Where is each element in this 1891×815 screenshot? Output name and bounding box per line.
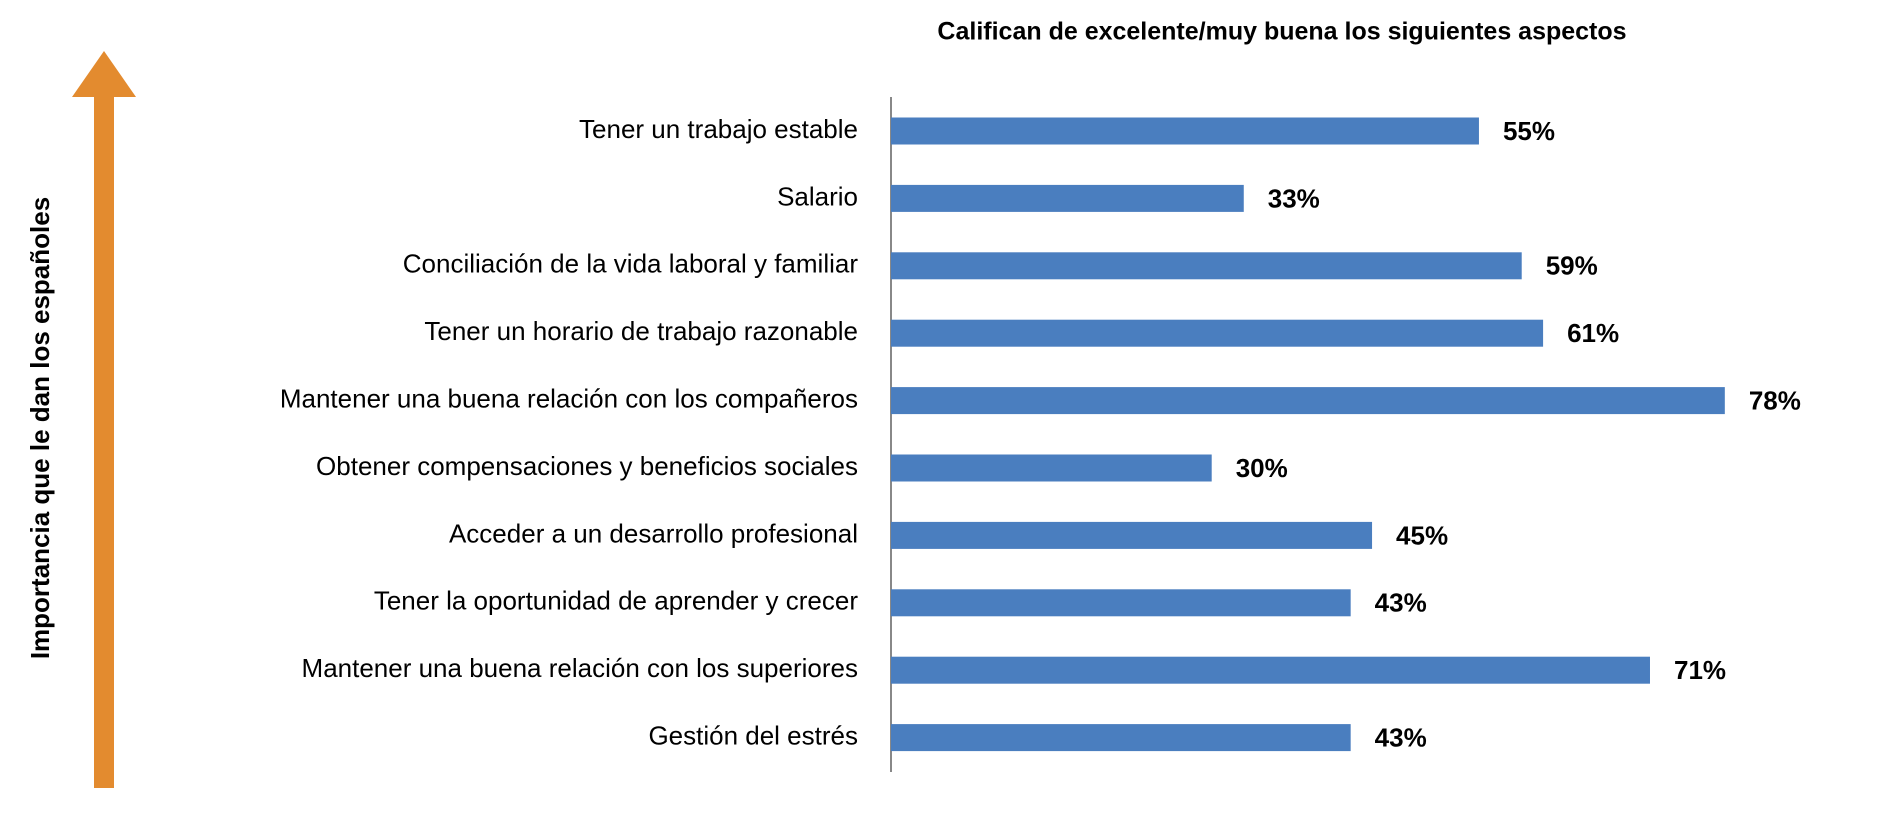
bar [891,656,1650,684]
importance-arrow [72,51,136,788]
bar [891,117,1479,145]
value-label: 45% [1396,520,1448,550]
bar [891,252,1522,280]
category-label: Salario [777,181,858,211]
value-label: 43% [1375,588,1427,618]
bar [891,724,1351,752]
category-label: Conciliación de la vida laboral y famili… [403,249,859,279]
value-label: 43% [1375,722,1427,752]
value-label: 30% [1236,453,1288,483]
bar [891,387,1725,415]
bar [891,319,1544,347]
category-label: Tener la oportunidad de aprender y crece… [374,586,859,616]
bar [891,521,1373,549]
chart-title: Califican de excelente/muy buena los sig… [937,18,1626,46]
value-label: 55% [1503,116,1555,146]
category-label: Gestión del estrés [648,720,858,750]
category-label: Acceder a un desarrollo profesional [449,518,858,548]
bar [891,454,1212,482]
category-label: Obtener compensaciones y beneficios soci… [316,451,858,481]
value-label: 61% [1567,318,1619,348]
value-label: 59% [1546,251,1598,281]
value-label: 33% [1268,183,1320,213]
value-label: 78% [1749,385,1801,415]
category-label: Tener un trabajo estable [579,114,858,144]
category-label: Tener un horario de trabajo razonable [424,316,858,346]
y-axis-label: Importancia que le dan los españoles [25,197,55,659]
bar [891,589,1351,617]
value-label: 71% [1674,655,1726,685]
category-label: Mantener una buena relación con los supe… [302,653,858,683]
category-label: Mantener una buena relación con los comp… [280,383,858,413]
bar [891,184,1244,212]
